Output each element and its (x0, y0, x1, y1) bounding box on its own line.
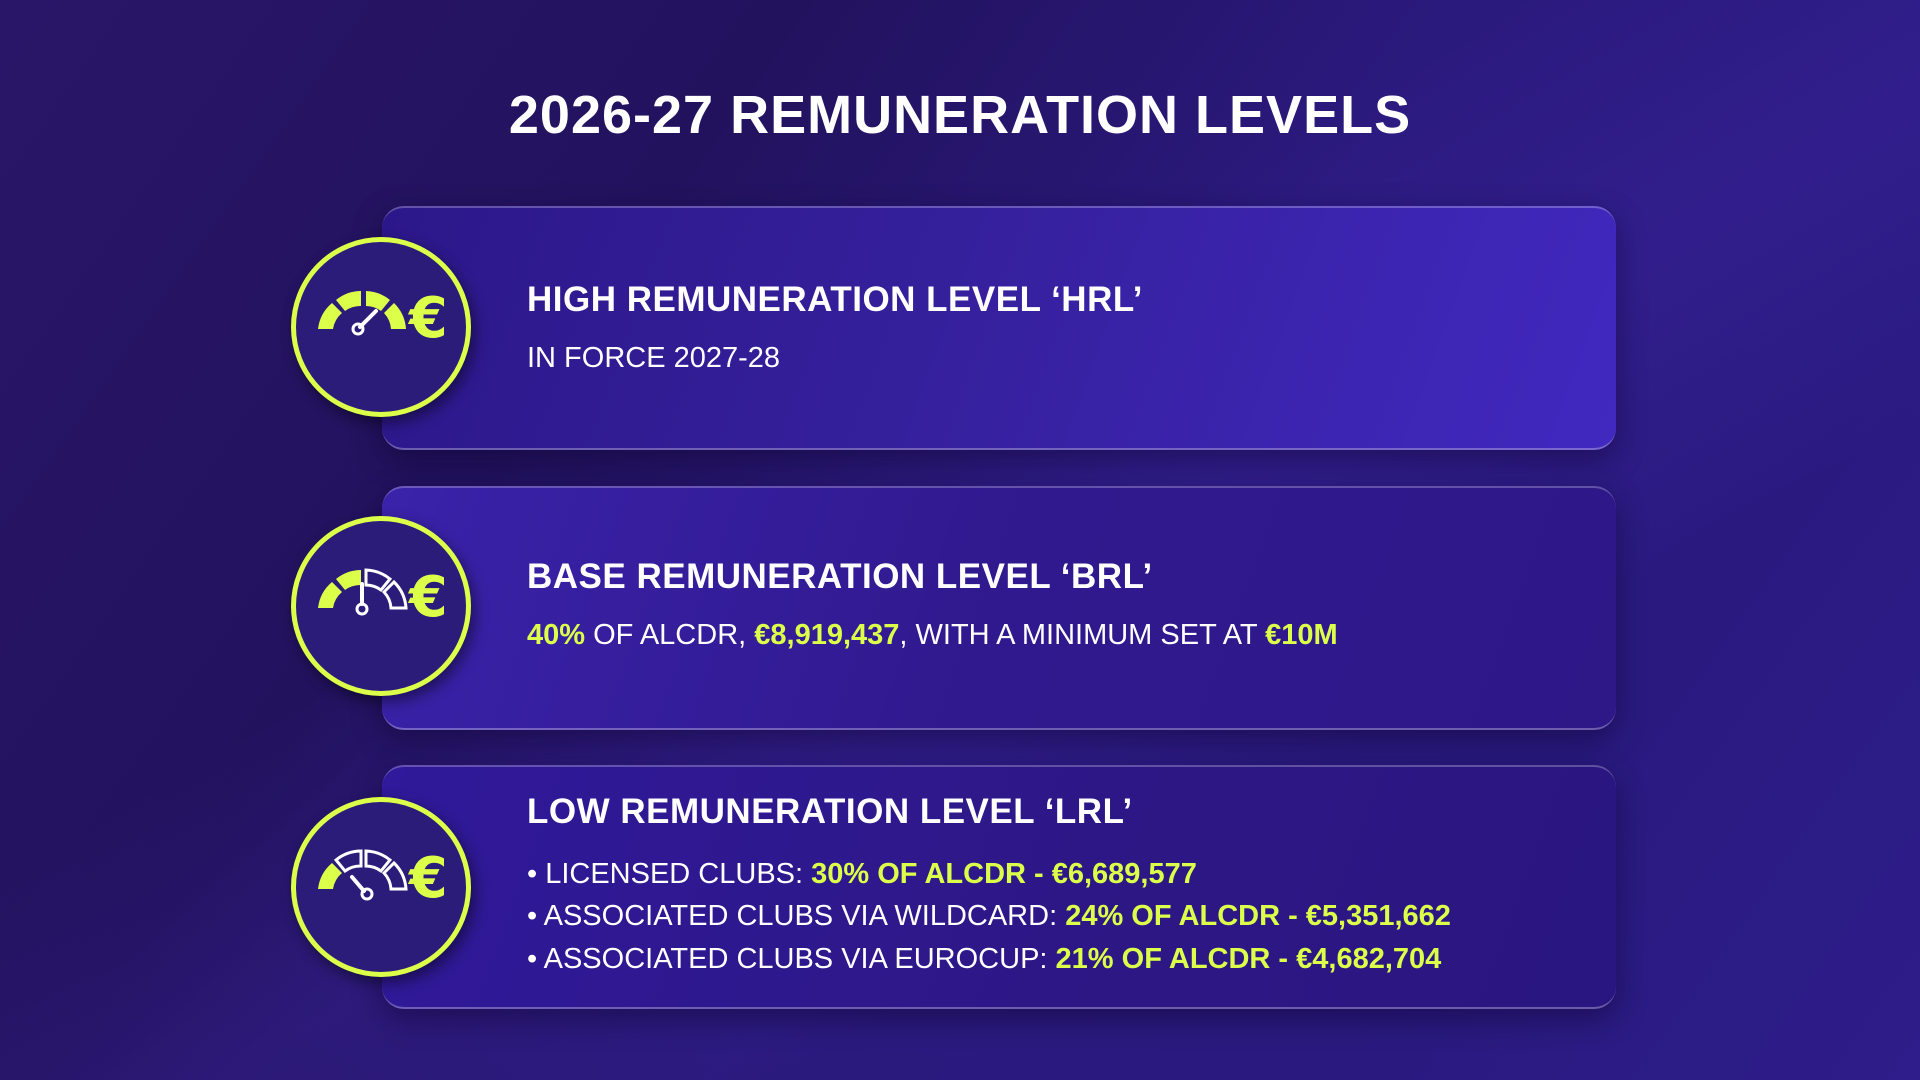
lrl-item-label: • ASSOCIATED CLUBS VIA EUROCUP: (527, 943, 1056, 975)
gauge-high-euro-icon: € (291, 237, 471, 417)
lrl-item: • LICENSED CLUBS: 30% OF ALCDR - €6,689,… (527, 858, 1197, 891)
gauge-low-euro-icon: € (291, 797, 471, 977)
brl-text-2: , WITH A MINIMUM SET AT (899, 619, 1266, 651)
brl-heading: BASE REMUNERATION LEVEL ‘BRL’ (527, 557, 1153, 596)
lrl-item: • ASSOCIATED CLUBS VIA WILDCARD: 24% OF … (527, 900, 1451, 933)
brl-card (382, 486, 1616, 730)
lrl-item-label: • ASSOCIATED CLUBS VIA WILDCARD: (527, 900, 1066, 932)
hrl-heading: HIGH REMUNERATION LEVEL ‘HRL’ (527, 280, 1144, 319)
brl-amount: €8,919,437 (754, 619, 900, 651)
lrl-item: • ASSOCIATED CLUBS VIA EUROCUP: 21% OF A… (527, 943, 1441, 976)
brl-subtext: 40% OF ALCDR, €8,919,437, WITH A MINIMUM… (527, 619, 1338, 652)
brl-minimum: €10M (1265, 619, 1338, 651)
svg-text:€: € (407, 566, 444, 630)
lrl-card (382, 765, 1616, 1009)
gauge-medium-euro-icon: € (291, 516, 471, 696)
brl-text-1: OF ALCDR, (585, 619, 755, 651)
lrl-heading: LOW REMUNERATION LEVEL ‘LRL’ (527, 792, 1133, 831)
hrl-subtext: IN FORCE 2027-28 (527, 342, 781, 374)
brl-percent: 40% (527, 619, 586, 651)
page-title: 2026-27 REMUNERATION LEVELS (508, 85, 1412, 145)
lrl-item-label: • LICENSED CLUBS: (527, 858, 812, 890)
svg-text:€: € (407, 847, 444, 911)
lrl-item-value: 21% OF ALCDR - €4,682,704 (1055, 943, 1442, 975)
hrl-card (382, 206, 1616, 450)
lrl-item-value: 30% OF ALCDR - €6,689,577 (811, 858, 1197, 890)
svg-text:€: € (407, 287, 444, 351)
lrl-item-value: 24% OF ALCDR - €5,351,662 (1065, 900, 1451, 932)
